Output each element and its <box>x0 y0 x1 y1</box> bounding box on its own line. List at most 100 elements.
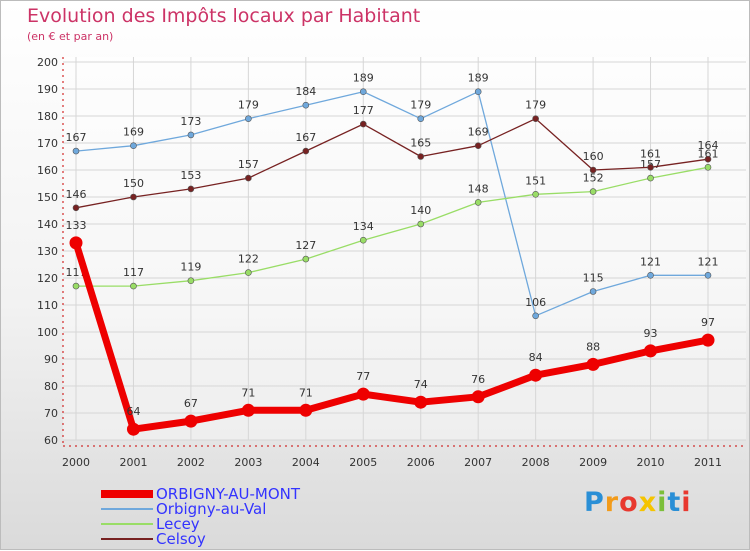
data-label: 122 <box>238 253 259 266</box>
legend-label: Orbigny-au-Val <box>156 500 266 518</box>
data-point <box>245 269 252 276</box>
data-point <box>474 88 482 95</box>
data-point <box>471 390 485 404</box>
data-point <box>704 155 712 163</box>
data-point <box>704 164 712 171</box>
x-tick-label: 2001 <box>119 456 147 469</box>
data-point <box>69 236 83 250</box>
data-label: 97 <box>701 316 715 329</box>
data-point <box>359 236 367 244</box>
data-label: 167 <box>295 131 316 144</box>
data-point <box>414 395 428 409</box>
series-line-lecey <box>76 166 709 287</box>
chart-title: Evolution des Impôts locaux par Habitant <box>27 5 421 27</box>
data-point <box>302 101 310 109</box>
logo-letter: i <box>657 487 668 518</box>
data-point <box>704 271 712 279</box>
data-point <box>126 422 140 436</box>
y-tick-label: 100 <box>37 326 58 339</box>
data-label: 165 <box>410 137 431 150</box>
data-point <box>532 191 539 198</box>
y-tick-label: 120 <box>37 272 58 285</box>
x-tick-label: 2003 <box>234 456 262 469</box>
data-point <box>586 357 600 371</box>
data-label: 179 <box>525 99 546 112</box>
legend-label: ORBIGNY-AU-MONT <box>156 485 301 503</box>
logo-letter: t <box>667 487 682 518</box>
data-point <box>532 115 539 122</box>
y-tick-label: 180 <box>37 110 58 123</box>
data-label: 93 <box>644 327 658 340</box>
data-label: 167 <box>66 131 87 144</box>
y-tick-label: 160 <box>37 164 58 177</box>
data-point <box>72 282 80 290</box>
data-point <box>647 174 654 182</box>
x-tick-label: 2002 <box>177 456 205 469</box>
y-tick-label: 170 <box>37 137 58 150</box>
data-point <box>241 403 255 417</box>
y-tick-label: 140 <box>37 218 58 231</box>
data-label: 179 <box>410 99 431 112</box>
data-label: 127 <box>295 239 316 252</box>
x-tick-label: 2009 <box>579 456 607 469</box>
x-tick-label: 2006 <box>407 456 435 469</box>
data-label: 169 <box>468 126 489 139</box>
data-point <box>417 153 425 160</box>
logo-letter: o <box>619 487 639 518</box>
logo-letter: x <box>638 487 658 518</box>
plot-area <box>63 57 746 440</box>
data-label: 106 <box>525 296 546 309</box>
data-point <box>187 277 195 285</box>
data-point <box>356 387 370 401</box>
data-point <box>299 403 313 417</box>
data-label: 74 <box>414 378 428 391</box>
data-point <box>417 220 425 228</box>
data-point <box>474 142 482 149</box>
data-point <box>302 147 310 155</box>
y-tick-label: 110 <box>37 299 58 312</box>
data-point <box>130 282 137 290</box>
data-label: 164 <box>698 139 719 152</box>
data-label: 146 <box>66 188 87 201</box>
series-line-orbigny-au-mont <box>72 241 709 433</box>
data-point <box>701 333 715 347</box>
x-tick-label: 2000 <box>62 456 90 469</box>
data-point <box>532 312 539 320</box>
x-tick-label: 2011 <box>694 456 722 469</box>
data-label: 71 <box>241 386 255 399</box>
data-label: 119 <box>180 261 201 274</box>
y-tick-label: 130 <box>37 245 58 258</box>
data-point <box>187 131 195 139</box>
data-label: 84 <box>529 351 543 364</box>
data-label: 150 <box>123 177 144 190</box>
data-point <box>589 166 597 174</box>
data-label: 133 <box>66 219 87 232</box>
data-label: 152 <box>583 172 604 185</box>
x-tick-label: 2004 <box>292 456 320 469</box>
data-label: 117 <box>123 266 144 279</box>
data-label: 134 <box>353 220 374 233</box>
data-point <box>187 185 195 193</box>
data-label: 157 <box>238 158 259 171</box>
data-label: 71 <box>299 386 313 399</box>
data-point <box>359 88 367 95</box>
data-label: 88 <box>586 340 600 353</box>
data-label: 121 <box>698 255 719 268</box>
data-point <box>647 271 654 279</box>
data-label: 161 <box>640 147 661 160</box>
data-label: 67 <box>184 397 198 410</box>
data-point <box>589 288 597 295</box>
data-label: 177 <box>353 104 374 117</box>
y-tick-label: 80 <box>44 380 58 393</box>
x-tick-label: 2007 <box>464 456 492 469</box>
legend-label: Celsoy <box>156 530 206 548</box>
data-point <box>245 115 252 122</box>
data-point <box>130 142 137 149</box>
data-label: 169 <box>123 126 144 139</box>
y-tick-label: 150 <box>37 191 58 204</box>
legend-label: Lecey <box>156 515 200 533</box>
data-label: 121 <box>640 255 661 268</box>
y-tick-label: 60 <box>44 434 58 447</box>
logo-letter: P <box>584 487 605 518</box>
